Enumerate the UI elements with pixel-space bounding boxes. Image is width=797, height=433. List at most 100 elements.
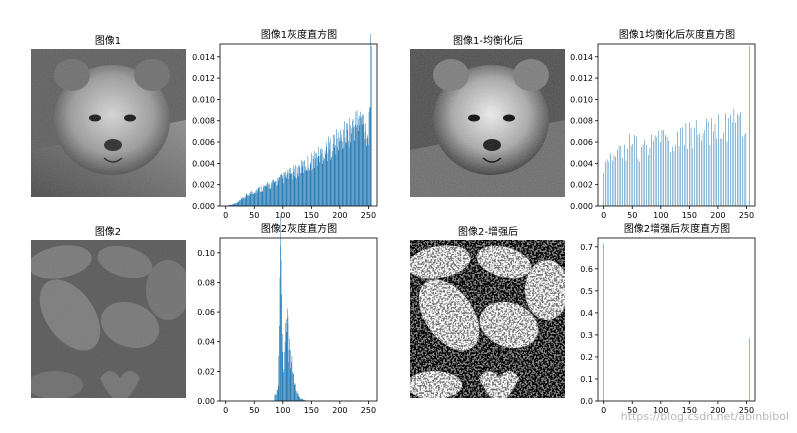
hist1-bar [333,147,335,206]
hist2-ytick-label: 0.08 [197,278,215,287]
hist2-ytick-label: 0.02 [197,367,215,376]
hist2-axes-frame [219,237,378,402]
hist1eq-bar [735,122,736,206]
hist1-bar [300,172,302,206]
hist2-bar [292,371,293,401]
hist1-bar [296,167,298,206]
hist1-xtick-label: 200 [332,211,347,220]
hist1eq-xtick-label: 50 [627,211,637,220]
hist1-bar [262,191,264,206]
hist2-ytick-label: 0.04 [197,338,215,347]
hist1eq-bar [702,133,704,206]
hist2-bar [304,399,305,401]
hist1-bar [321,149,323,206]
hist1-bar [239,200,241,206]
hist1-bar [244,198,246,206]
hist1-bar [267,182,268,206]
hist1-bar [252,193,254,206]
hist2-bar [300,398,301,401]
hist1eq-bar [615,156,616,206]
hist1eq-bar [701,140,702,206]
hist2-ytick-label: 0.06 [197,308,215,317]
hist1eq-bar [647,154,649,206]
hist1-bar [359,125,361,206]
hist1-bar [252,191,253,206]
hist1eq-bar [653,141,654,206]
hist2-title: 图像2灰度直方图 [261,222,337,235]
hist1-bar [270,189,272,206]
hist1-bar [266,183,268,206]
hist1-bar [358,118,359,206]
hist1-ytick-label: 0.006 [192,138,215,147]
hist1eq-bar [745,132,747,206]
hist1-bar [245,196,246,206]
hist1-bar [343,129,344,206]
hist1eq-bar [738,115,740,206]
hist2-bar [288,349,290,401]
hist1eq-bar [682,127,683,206]
hist1-bar [288,179,289,206]
hist2-bar [275,394,276,401]
hist1-bar [349,142,351,206]
image1-title: 图像1 [95,35,121,47]
hist1-ytick-label: 0.002 [192,181,215,190]
hist2-bar [277,390,278,401]
hist1eq-bar [670,152,671,206]
hist1-bar [345,141,346,206]
hist1-bar [272,180,273,206]
hist1eq-bar [612,160,613,206]
hist1-bar [250,191,251,206]
hist1-xtick-label: 150 [304,211,319,220]
hist1-bar [234,203,236,206]
hist1-bar [312,155,314,206]
hist1-bar [272,181,274,206]
hist1-bar [271,185,273,206]
hist2-bar [295,390,297,401]
hist2-bar [294,383,296,401]
hist1-bar [293,166,294,206]
hist2-bar [288,362,289,401]
hist1-bar [371,46,372,206]
hist1eq-bar [668,140,670,206]
hist2enh-ytick-label: 0.0 [580,397,593,406]
hist1-bar [306,169,308,206]
hist1eq-bar [642,144,644,206]
hist1-bar [357,124,358,206]
hist1eq-bar [651,134,652,206]
hist2-bar [283,369,285,401]
hist2-bar [296,391,298,401]
hist1-bar [328,148,330,206]
hist1-bar [247,194,248,206]
hist1-bar [275,181,277,206]
hist1eq-ytick-label: 0.004 [570,159,593,168]
hist1-bar [297,173,298,206]
hist1eq-bar [606,159,608,206]
hist1-bar [295,177,297,206]
hist1-bar [355,124,356,206]
hist2-bar [284,351,285,401]
hist1-bar [265,186,267,206]
hist1eq-bar [658,131,659,206]
hist1-bar [343,148,345,206]
hist2-bar [297,393,299,401]
hist2-bar [283,372,284,401]
hist1eq-bar [641,146,642,206]
hist1-bar [308,169,310,206]
hist1-bar [309,170,310,206]
hist1-bar [344,137,346,206]
hist1-bar [242,196,244,206]
hist1-bar [351,133,352,206]
hist1-bar [314,168,316,206]
hist1-bar [316,165,318,206]
hist1-bar [351,128,353,206]
hist1-bar [292,179,293,206]
hist1-bar [341,134,342,206]
hist2-bar [280,245,281,401]
hist1-bar [280,175,282,206]
hist2-bar [299,396,300,401]
hist2-bar [287,308,288,401]
hist1-bar [315,152,317,206]
hist2-bar [280,259,282,401]
hist2-xtick-label: 50 [249,406,259,415]
hist2-bar [300,398,302,401]
